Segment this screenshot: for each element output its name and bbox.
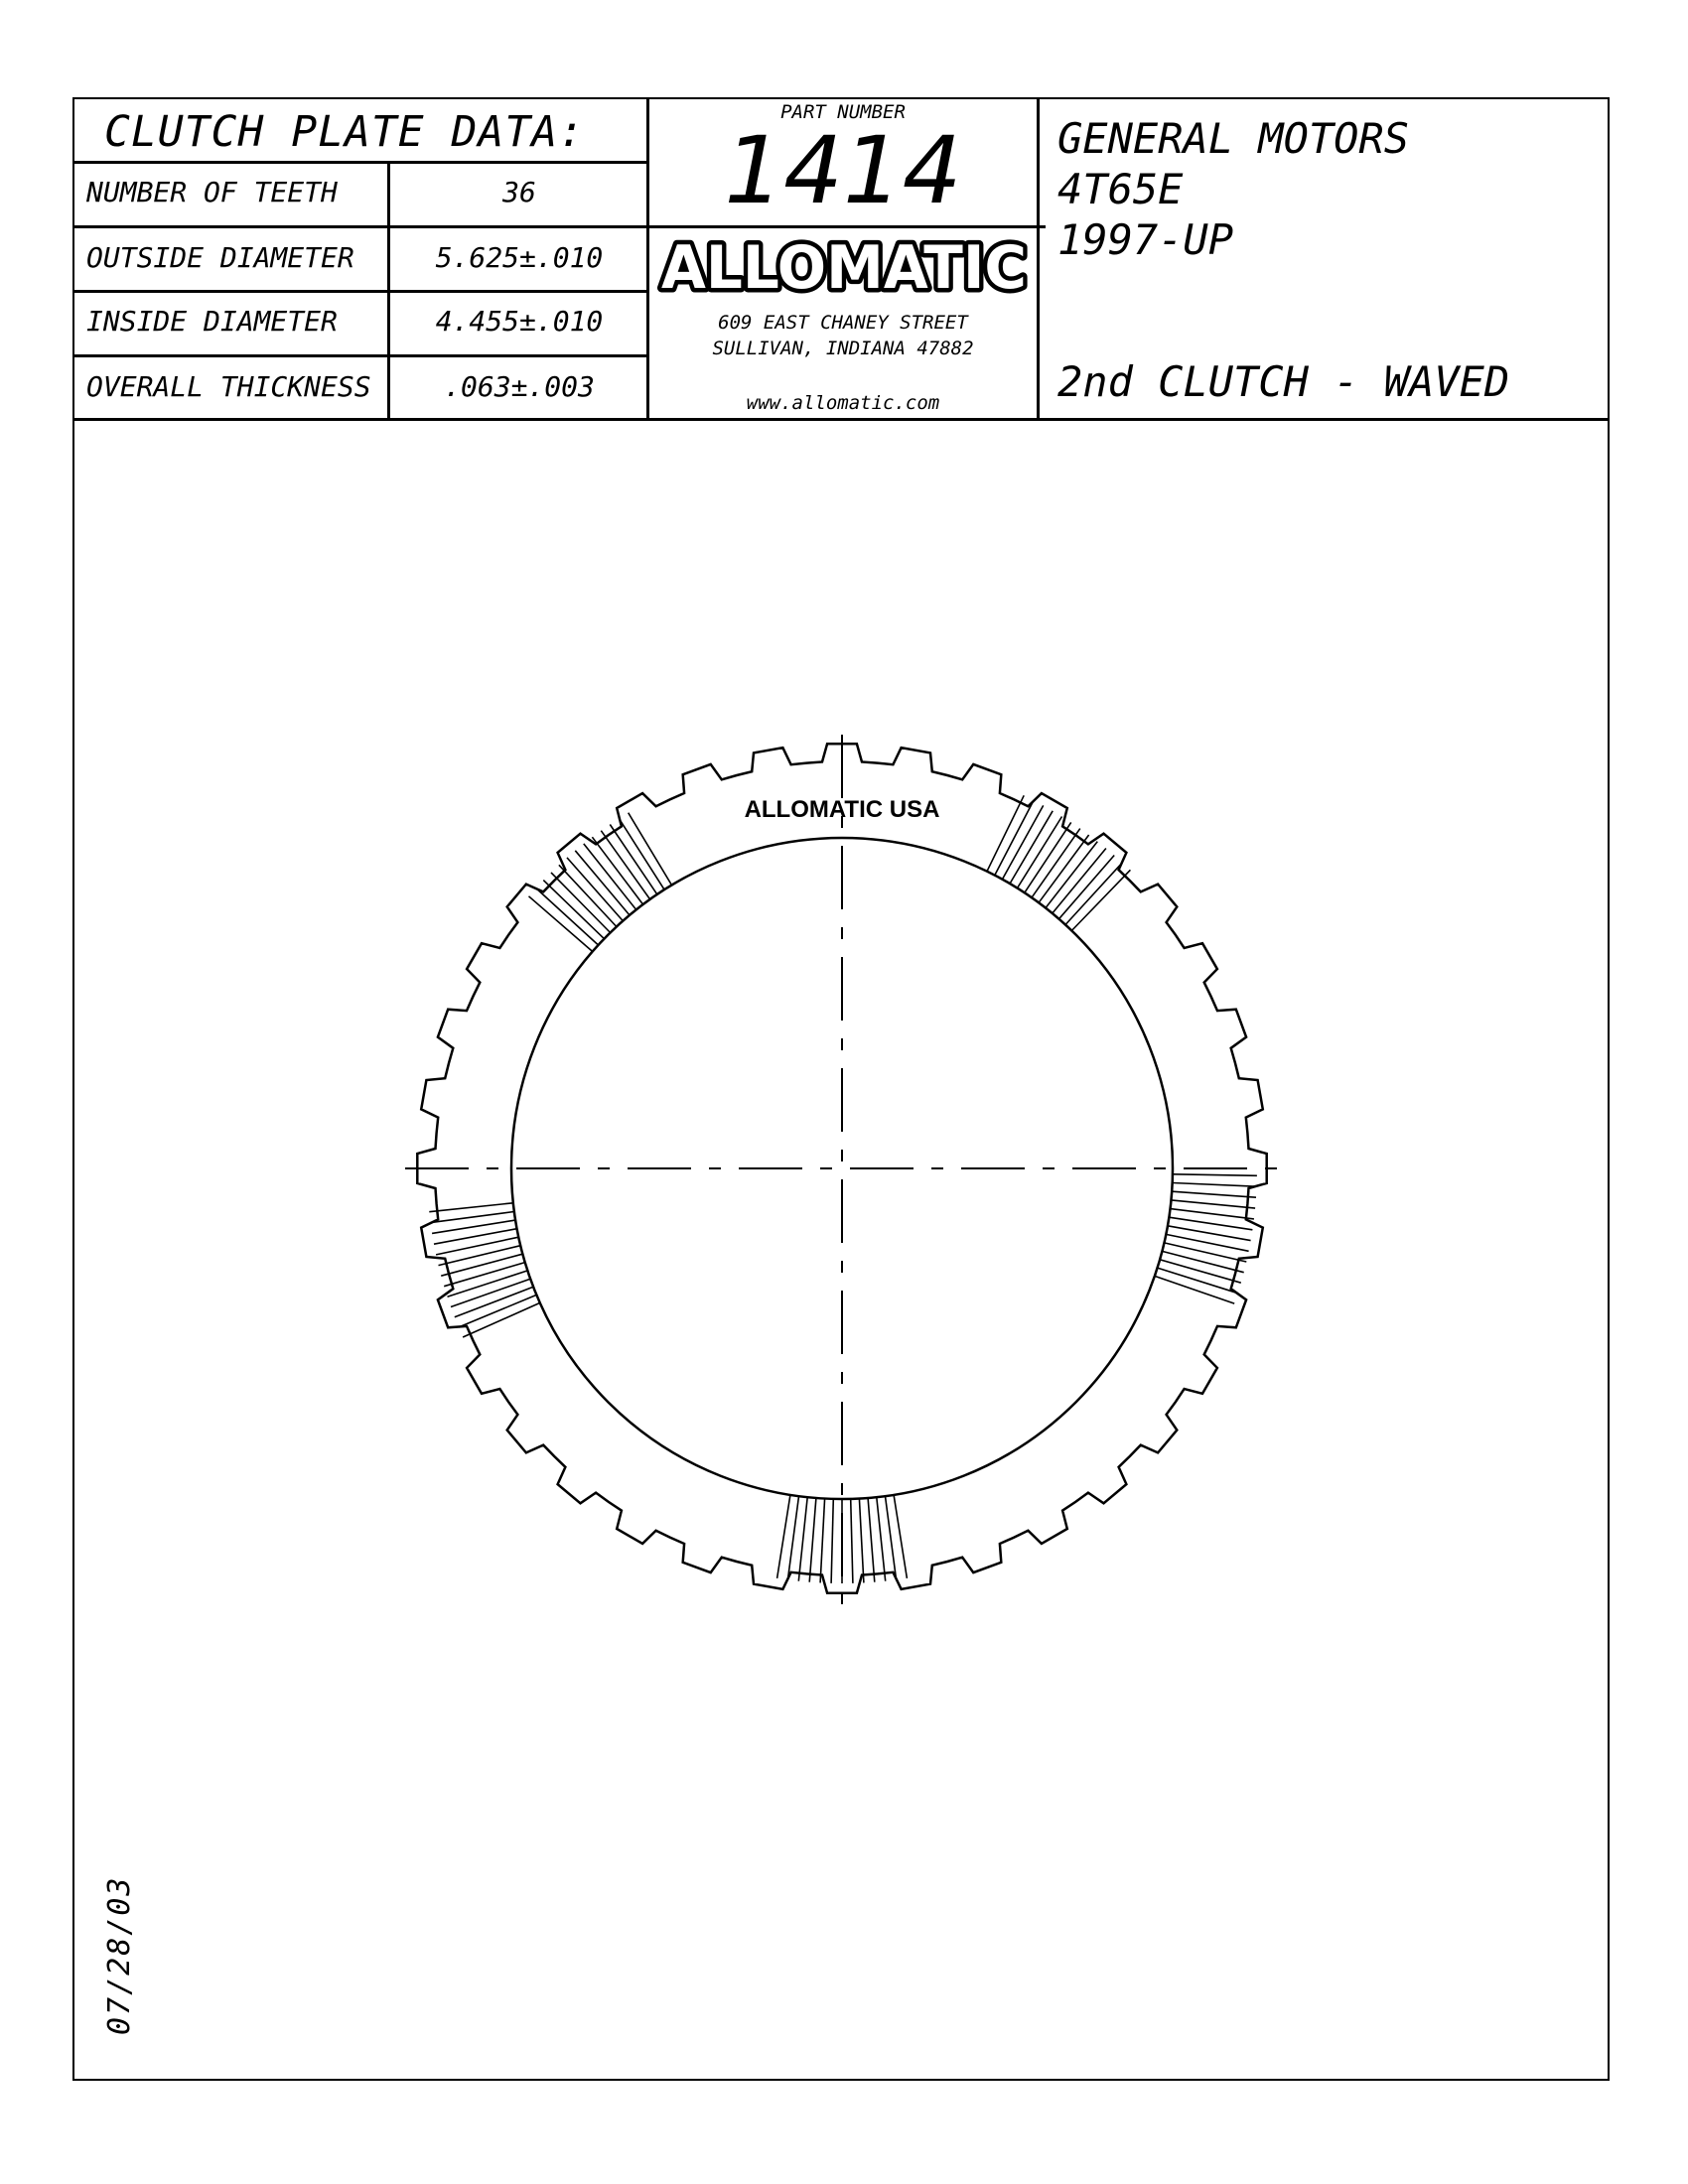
part-col-right-divider: [1037, 97, 1040, 419]
hatch-line: [1070, 869, 1131, 932]
hatch-line: [876, 1497, 887, 1581]
hatch-line: [1064, 862, 1123, 926]
make: GENERAL MOTORS: [1057, 114, 1410, 163]
hatch-line: [430, 1210, 514, 1224]
hatch-line: [458, 1294, 537, 1328]
part-number-label: PART NUMBER: [780, 101, 906, 123]
hatch-line: [867, 1497, 876, 1582]
hatch-line: [1169, 1216, 1253, 1231]
hatch-line: [433, 1227, 517, 1245]
hatch-line: [819, 1498, 826, 1583]
hatch-line: [1154, 1275, 1235, 1304]
hatch-line: [849, 1498, 854, 1583]
table-row-line-4: [72, 354, 648, 357]
outside-diameter-label: OUTSIDE DIAMETER: [86, 241, 354, 274]
hatch-line: [566, 857, 624, 922]
hatch-line: [986, 794, 1025, 873]
hatch-line: [858, 1498, 865, 1583]
hatch-line: [435, 1236, 519, 1256]
drawing-frame: [72, 97, 1610, 2081]
table-title: CLUTCH PLATE DATA:: [104, 107, 585, 157]
hatch-line: [438, 1244, 521, 1267]
hatch-line: [884, 1496, 898, 1580]
hatch-line: [429, 1202, 513, 1213]
hatch-line: [550, 872, 612, 934]
hatch-line: [443, 1261, 525, 1288]
thickness-value: .063±.003: [444, 370, 595, 403]
hatch-line: [797, 1497, 808, 1581]
logo-text: ALLOMATIC: [661, 234, 1027, 296]
outer-tooth-profile: [416, 743, 1268, 1594]
hatch-line: [808, 1497, 817, 1582]
hatch-line: [1024, 821, 1072, 893]
hatch-line: [462, 1301, 541, 1338]
hatch-line: [1172, 1190, 1257, 1198]
hatch-line: [1172, 1173, 1257, 1177]
logo-text-fill: ALLOMATIC: [661, 234, 1027, 296]
hatch-line: [1162, 1250, 1244, 1274]
hatch-line: [431, 1219, 516, 1235]
teeth-value: 36: [502, 176, 536, 208]
inside-diameter-value: 4.455±.010: [435, 305, 604, 338]
teeth-label: NUMBER OF TEETH: [86, 176, 338, 208]
website: www.allomatic.com: [746, 392, 940, 414]
thickness-label: OVERALL THICKNESS: [86, 370, 371, 403]
inside-diameter-label: INSIDE DIAMETER: [86, 305, 338, 338]
part-col-left-divider: [646, 97, 649, 419]
allomatic-logo: ALLOMATIC ALLOMATIC: [657, 234, 1032, 296]
hatch-line: [535, 887, 600, 946]
hatch-line: [1170, 1207, 1254, 1220]
table-row-line-1: [72, 161, 648, 164]
hatch-line: [447, 1270, 528, 1297]
wave-hatch-marks: [429, 794, 1257, 1583]
hatch-line: [1016, 816, 1063, 889]
hatch-line: [618, 818, 665, 890]
hatch-line: [527, 895, 594, 953]
hatch-line: [775, 1494, 791, 1579]
drawing-date: 07/28/03: [102, 1875, 137, 2036]
hatch-line: [454, 1286, 534, 1318]
hatch-line: [1031, 828, 1081, 898]
hatch-line: [1009, 810, 1054, 885]
hatch-line: [893, 1494, 909, 1579]
hatch-line: [1001, 805, 1045, 881]
model: 4T65E: [1057, 165, 1184, 213]
hatch-line: [1045, 841, 1098, 909]
hatch-line: [1171, 1199, 1256, 1209]
hatch-line: [786, 1496, 800, 1580]
clutch-description: 2nd CLUTCH - WAVED: [1057, 357, 1510, 406]
hatch-line: [1157, 1267, 1238, 1295]
hatch-line: [830, 1498, 835, 1583]
part-number: 1414: [724, 117, 962, 225]
hatch-line: [1057, 854, 1115, 920]
address-line-1: 609 EAST CHANEY STREET: [718, 312, 968, 334]
hatch-line: [1159, 1259, 1242, 1284]
hatch-line: [1164, 1242, 1247, 1263]
address-line-2: SULLIVAN, INDIANA 47882: [712, 338, 974, 359]
plate-stamp: ALLOMATIC USA: [745, 796, 940, 823]
hatch-line: [542, 880, 606, 940]
years: 1997-UP: [1057, 215, 1234, 264]
hatch-line: [583, 843, 637, 910]
hatch-line: [1172, 1181, 1257, 1187]
hatch-line: [628, 812, 673, 887]
hatch-line: [994, 799, 1035, 876]
table-row-line-3: [72, 290, 648, 293]
hatch-line: [609, 824, 658, 895]
hatch-line: [1052, 847, 1107, 914]
hatch-line: [440, 1253, 523, 1277]
hatch-line: [558, 864, 618, 928]
hatch-line: [1038, 834, 1090, 903]
outside-diameter-value: 5.625±.010: [435, 241, 604, 274]
table-row-line-2: [72, 225, 1046, 228]
hatch-line: [591, 836, 644, 905]
hatch-line: [1166, 1233, 1249, 1253]
hatch-line: [600, 830, 651, 900]
header-bottom-line: [72, 418, 1610, 421]
hatch-line: [574, 850, 631, 916]
hatch-line: [450, 1278, 531, 1308]
hatch-line: [1167, 1225, 1251, 1242]
